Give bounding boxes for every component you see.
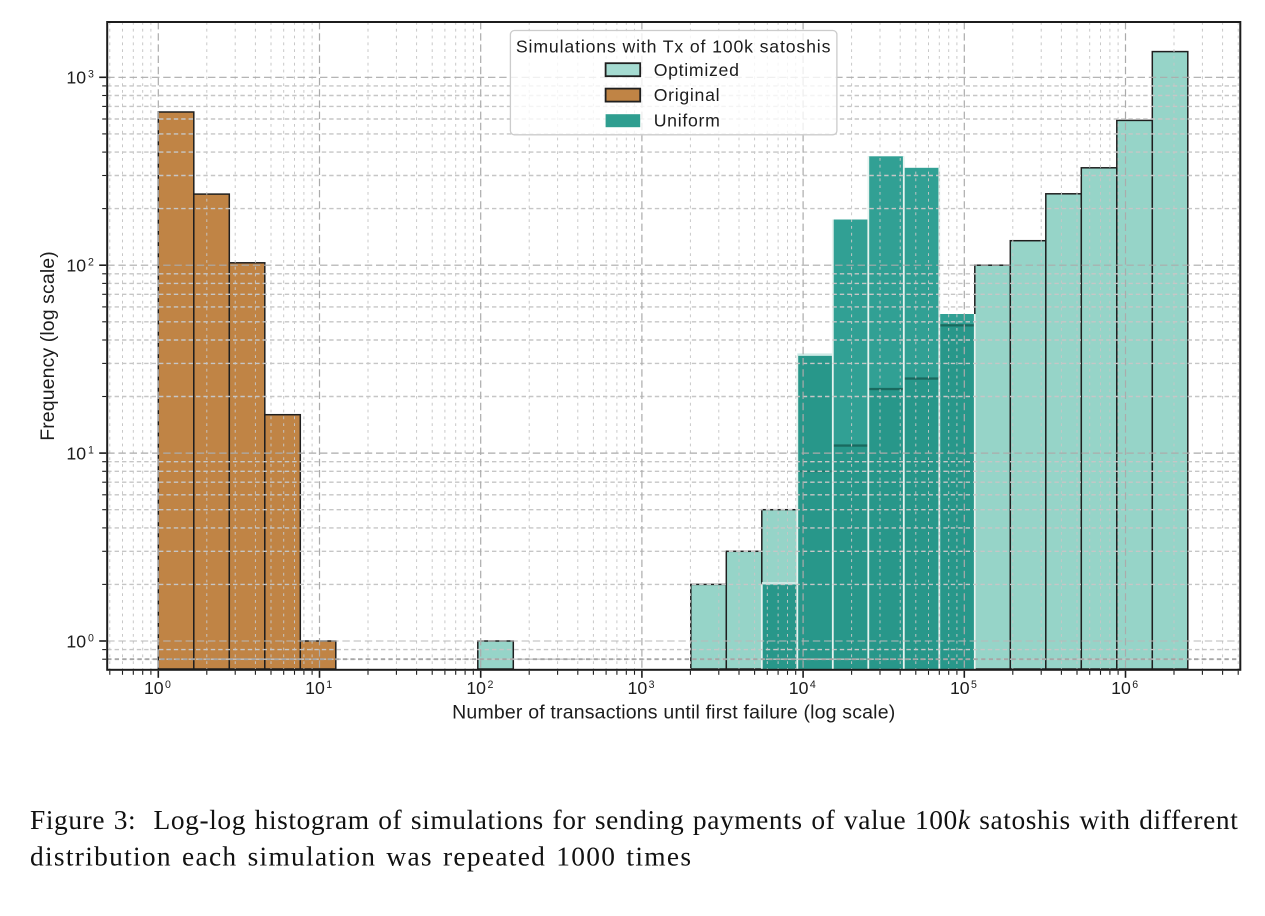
svg-text:10: 10	[628, 678, 648, 698]
svg-text:10: 10	[66, 631, 86, 651]
svg-text:2: 2	[487, 679, 493, 691]
svg-text:Original: Original	[654, 85, 721, 105]
svg-text:Number of transactions until f: Number of transactions until first failu…	[452, 701, 895, 723]
svg-text:10: 10	[66, 444, 86, 464]
svg-text:10: 10	[950, 678, 970, 698]
svg-text:10: 10	[144, 678, 164, 698]
svg-text:Simulations with Tx of 100k sa: Simulations with Tx of 100k satoshis	[516, 36, 831, 56]
svg-text:Frequency (log scale): Frequency (log scale)	[37, 251, 59, 441]
svg-text:2: 2	[88, 257, 94, 269]
svg-text:distribution each simulation w: distribution each simulation was repeate…	[30, 841, 692, 871]
svg-text:10: 10	[66, 68, 86, 88]
svg-text:10: 10	[466, 678, 486, 698]
svg-text:0: 0	[165, 679, 171, 691]
svg-text:1: 1	[326, 679, 332, 691]
svg-text:6: 6	[1132, 679, 1138, 691]
svg-text:4: 4	[810, 679, 816, 691]
svg-text:Uniform: Uniform	[654, 110, 721, 130]
svg-text:3: 3	[88, 69, 94, 81]
svg-text:10: 10	[789, 678, 809, 698]
svg-text:10: 10	[305, 678, 325, 698]
svg-text:Figure 3: Log-log histogram o: Figure 3: Log-log histogram of simulatio…	[30, 805, 1238, 835]
svg-text:Optimized: Optimized	[654, 60, 740, 80]
svg-text:5: 5	[971, 679, 977, 691]
svg-text:1: 1	[88, 444, 94, 456]
svg-text:0: 0	[88, 632, 94, 644]
svg-text:10: 10	[1111, 678, 1131, 698]
svg-text:10: 10	[66, 256, 86, 276]
svg-text:3: 3	[649, 679, 655, 691]
